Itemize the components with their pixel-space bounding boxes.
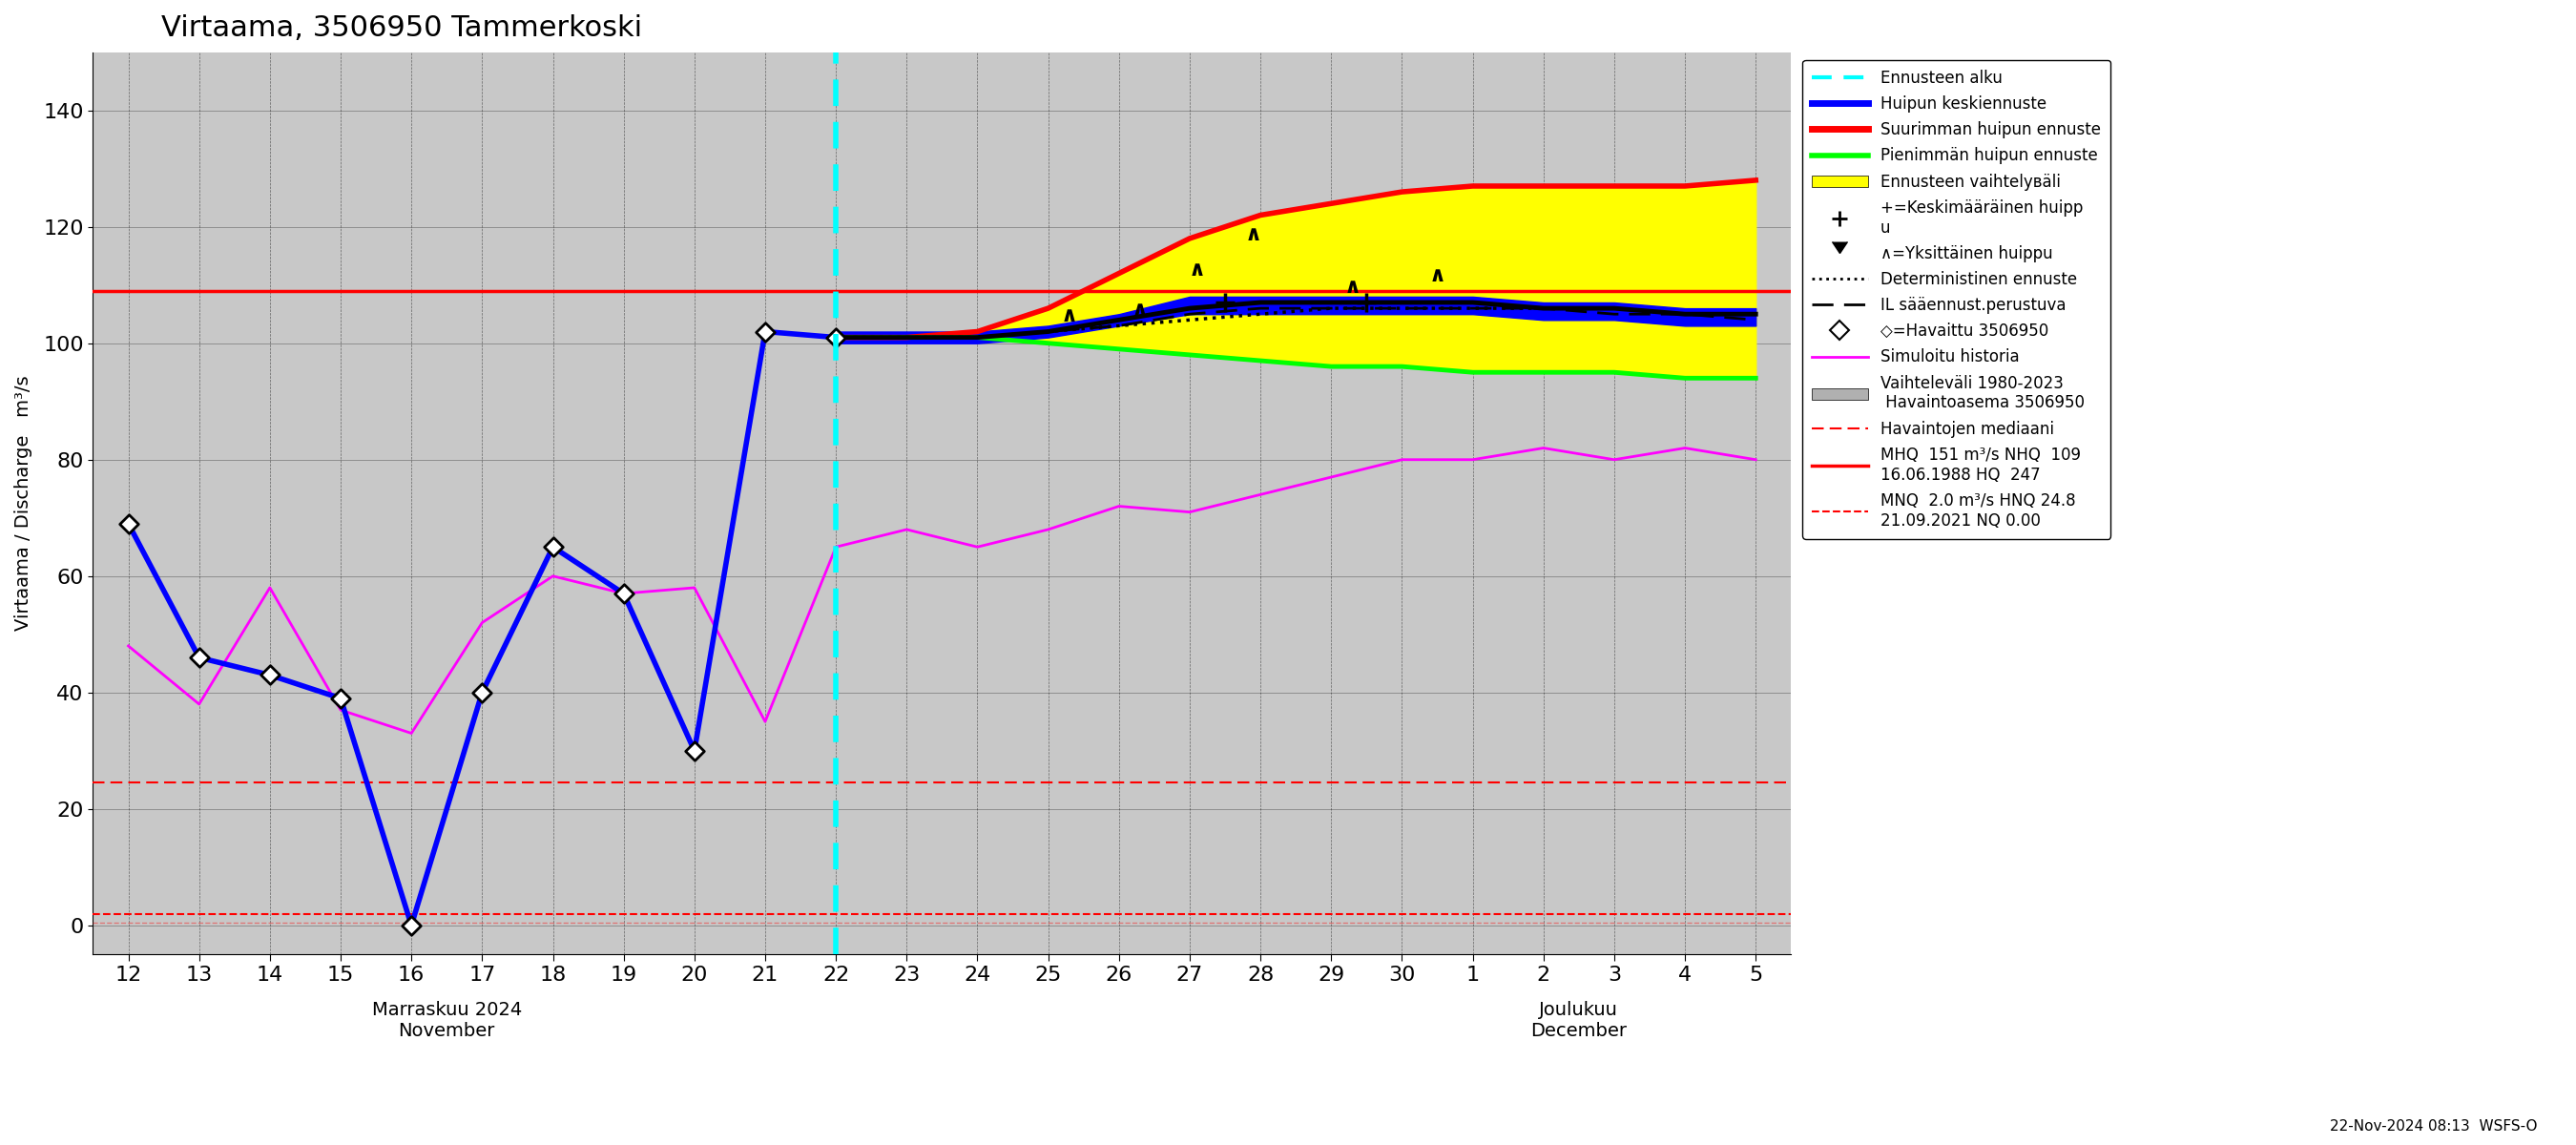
Point <box>675 742 716 760</box>
Point <box>814 329 855 347</box>
Point <box>392 916 433 934</box>
Point <box>461 684 502 702</box>
Text: ∧: ∧ <box>1131 301 1149 319</box>
Point <box>603 584 644 602</box>
Text: Joulukuu
December: Joulukuu December <box>1530 1001 1628 1040</box>
Point <box>250 666 291 685</box>
Point <box>178 648 219 666</box>
Point <box>744 323 786 341</box>
Legend: Ennusteen alku, Huipun keskiennuste, Suurimman huipun ennuste, Pienimmän huipun : Ennusteen alku, Huipun keskiennuste, Suu… <box>1803 60 2110 538</box>
Text: ∧: ∧ <box>1345 277 1360 297</box>
Text: ∧: ∧ <box>1244 226 1262 244</box>
Point <box>108 514 149 532</box>
Text: ∧: ∧ <box>1061 307 1077 326</box>
Text: 22-Nov-2024 08:13  WSFS-O: 22-Nov-2024 08:13 WSFS-O <box>2329 1120 2537 1134</box>
Point <box>533 538 574 556</box>
Point <box>319 689 361 708</box>
Text: Marraskuu 2024
November: Marraskuu 2024 November <box>371 1001 523 1040</box>
Y-axis label: Virtaama / Discharge   m³/s: Virtaama / Discharge m³/s <box>15 376 33 631</box>
Text: ∧: ∧ <box>1188 260 1206 279</box>
Text: Virtaama, 3506950 Tammerkoski: Virtaama, 3506950 Tammerkoski <box>160 14 641 42</box>
Text: ∧: ∧ <box>1430 266 1445 285</box>
